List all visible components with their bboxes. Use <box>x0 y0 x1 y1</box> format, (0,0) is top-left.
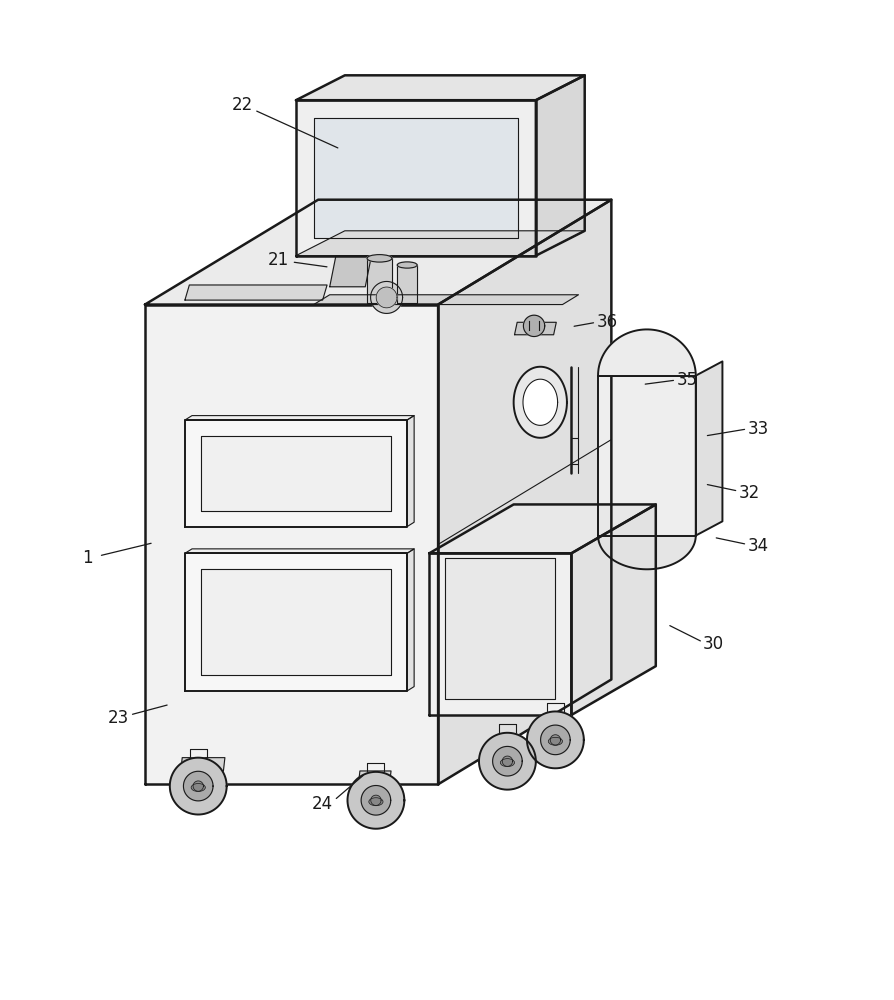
Polygon shape <box>523 315 544 337</box>
Polygon shape <box>541 725 570 755</box>
Polygon shape <box>330 256 372 287</box>
Polygon shape <box>314 295 578 305</box>
Polygon shape <box>367 258 392 303</box>
Ellipse shape <box>191 784 206 791</box>
Text: 34: 34 <box>747 537 769 555</box>
Polygon shape <box>429 504 656 553</box>
Text: 23: 23 <box>107 709 129 727</box>
Polygon shape <box>479 733 536 790</box>
Polygon shape <box>193 781 203 791</box>
Polygon shape <box>571 504 656 715</box>
Text: 21: 21 <box>267 251 289 269</box>
Polygon shape <box>145 305 438 784</box>
Polygon shape <box>598 536 696 569</box>
Polygon shape <box>527 711 584 768</box>
Polygon shape <box>445 558 555 699</box>
Polygon shape <box>348 772 404 829</box>
Polygon shape <box>696 361 722 536</box>
Polygon shape <box>183 771 213 801</box>
Polygon shape <box>296 231 585 256</box>
Polygon shape <box>531 393 549 416</box>
Polygon shape <box>407 549 414 691</box>
Text: 1: 1 <box>82 549 92 567</box>
Polygon shape <box>502 756 512 766</box>
Polygon shape <box>185 416 414 420</box>
Text: 22: 22 <box>232 96 253 114</box>
Polygon shape <box>296 100 536 256</box>
Polygon shape <box>181 758 225 774</box>
Polygon shape <box>185 420 407 527</box>
Ellipse shape <box>548 737 562 745</box>
Ellipse shape <box>369 798 383 806</box>
Text: 36: 36 <box>596 313 618 331</box>
Polygon shape <box>358 771 391 786</box>
Polygon shape <box>145 200 611 305</box>
Polygon shape <box>201 569 391 675</box>
Text: 32: 32 <box>738 484 760 502</box>
Polygon shape <box>438 200 611 784</box>
Polygon shape <box>201 436 391 511</box>
Polygon shape <box>361 786 391 815</box>
Text: 24: 24 <box>312 795 333 813</box>
Polygon shape <box>598 329 696 376</box>
Polygon shape <box>371 281 402 313</box>
Polygon shape <box>371 795 381 805</box>
Polygon shape <box>397 265 417 303</box>
Polygon shape <box>185 549 414 553</box>
Polygon shape <box>536 75 585 256</box>
Polygon shape <box>493 746 522 776</box>
Polygon shape <box>598 376 696 536</box>
Polygon shape <box>523 379 558 425</box>
Polygon shape <box>551 735 561 745</box>
Polygon shape <box>598 361 625 376</box>
Polygon shape <box>515 322 556 335</box>
Text: 33: 33 <box>747 420 769 438</box>
Polygon shape <box>514 367 567 438</box>
Polygon shape <box>185 553 407 691</box>
Polygon shape <box>185 285 327 300</box>
Ellipse shape <box>367 255 392 262</box>
Polygon shape <box>429 553 571 715</box>
Polygon shape <box>376 287 397 308</box>
Text: 35: 35 <box>677 371 697 389</box>
Polygon shape <box>407 416 414 527</box>
Polygon shape <box>296 75 585 100</box>
Text: 30: 30 <box>703 635 724 653</box>
Ellipse shape <box>397 262 417 268</box>
Polygon shape <box>314 118 519 238</box>
Ellipse shape <box>501 759 515 767</box>
Polygon shape <box>170 758 227 815</box>
